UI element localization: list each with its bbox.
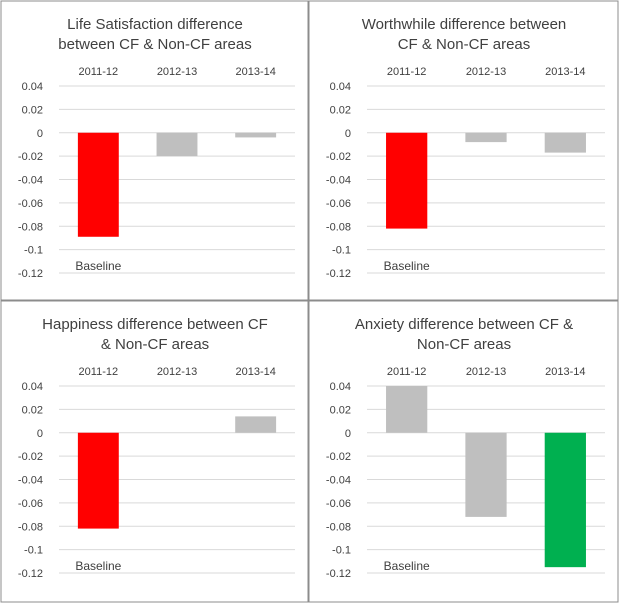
bar-2012-13 <box>465 432 507 517</box>
bar-2011-12 <box>386 132 428 229</box>
y-tick-label: 0.02 <box>22 404 43 416</box>
y-tick-label: -0.1 <box>24 545 43 557</box>
y-tick-label: 0 <box>345 428 351 440</box>
chart-title-line: Life Satisfaction difference <box>67 16 243 33</box>
y-tick-label: -0.06 <box>326 198 351 210</box>
y-tick-label: -0.12 <box>326 568 351 580</box>
y-tick-label: 0.04 <box>22 381 43 393</box>
baseline-annotation: Baseline <box>75 559 121 573</box>
y-tick-label: -0.12 <box>18 268 43 280</box>
category-label: 2013-14 <box>235 66 275 78</box>
panel-border <box>0 300 309 603</box>
chart-title-line: Happiness difference between CF <box>42 316 268 333</box>
baseline-annotation: Baseline <box>384 259 430 273</box>
category-label: 2011-12 <box>79 366 119 378</box>
y-tick-label: -0.06 <box>18 198 43 210</box>
panel-border <box>0 0 309 301</box>
y-tick-label: -0.12 <box>326 268 351 280</box>
bar-2011-12 <box>77 132 119 237</box>
chart-title-line: CF & Non-CF areas <box>398 36 531 53</box>
chart-title-line: Worthwhile difference between <box>362 16 567 33</box>
category-label: 2011-12 <box>387 66 427 78</box>
y-tick-label: -0.04 <box>18 475 43 487</box>
bar-2011-12 <box>77 432 119 529</box>
category-label: 2012-13 <box>157 366 197 378</box>
chart-title-line: between CF & Non-CF areas <box>58 36 251 53</box>
chart-panel-4: Anxiety difference between CF & Non-CF ar… <box>308 300 619 603</box>
y-tick-label: 0.04 <box>22 81 43 93</box>
y-tick-label: -0.1 <box>24 245 43 257</box>
y-tick-label: 0.02 <box>330 104 351 116</box>
y-tick-label: 0 <box>37 128 43 140</box>
category-label: 2012-13 <box>157 66 197 78</box>
y-tick-label: -0.04 <box>18 175 43 187</box>
y-tick-label: -0.06 <box>326 498 351 510</box>
category-label: 2012-13 <box>466 66 506 78</box>
bar-2013-14 <box>235 132 277 138</box>
category-label: 2011-12 <box>79 66 119 78</box>
chart-panel-1: Life Satisfaction difference between CF &… <box>0 0 309 301</box>
y-tick-label: -0.08 <box>326 221 351 233</box>
y-tick-label: 0 <box>345 128 351 140</box>
chart-title-line: Anxiety difference between CF & <box>355 316 573 333</box>
y-tick-label: -0.04 <box>326 175 351 187</box>
y-tick-label: -0.02 <box>326 451 351 463</box>
bar-2012-13 <box>156 132 198 157</box>
chart-panel-2: Worthwhile difference between CF & Non-CF… <box>308 0 619 301</box>
baseline-annotation: Baseline <box>384 559 430 573</box>
y-tick-label: 0.02 <box>330 404 351 416</box>
y-tick-label: -0.1 <box>332 545 351 557</box>
category-label: 2011-12 <box>387 366 427 378</box>
chart-panel-3: Happiness difference between CF & Non-CF … <box>0 300 309 603</box>
y-tick-label: 0.04 <box>330 381 351 393</box>
bar-2013-14 <box>544 432 586 568</box>
category-label: 2012-13 <box>466 366 506 378</box>
category-label: 2013-14 <box>235 366 275 378</box>
baseline-annotation: Baseline <box>75 259 121 273</box>
bar-2013-14 <box>544 132 586 153</box>
chart-title-line: & Non-CF areas <box>101 336 209 353</box>
y-tick-label: -0.08 <box>18 221 43 233</box>
bar-2013-14 <box>235 416 277 433</box>
y-tick-label: -0.04 <box>326 475 351 487</box>
y-tick-label: -0.12 <box>18 568 43 580</box>
y-tick-label: -0.06 <box>18 498 43 510</box>
bar-2012-13 <box>465 132 507 143</box>
y-tick-label: 0 <box>37 428 43 440</box>
y-tick-label: -0.08 <box>326 521 351 533</box>
y-tick-label: -0.02 <box>18 451 43 463</box>
y-tick-label: 0.02 <box>22 104 43 116</box>
y-tick-label: 0.04 <box>330 81 351 93</box>
y-tick-label: -0.02 <box>18 151 43 163</box>
category-label: 2013-14 <box>545 366 585 378</box>
chart-title-line: Non-CF areas <box>417 336 511 353</box>
category-label: 2013-14 <box>545 66 585 78</box>
bar-2011-12 <box>386 386 428 433</box>
y-tick-label: -0.02 <box>326 151 351 163</box>
y-tick-label: -0.08 <box>18 521 43 533</box>
y-tick-label: -0.1 <box>332 245 351 257</box>
